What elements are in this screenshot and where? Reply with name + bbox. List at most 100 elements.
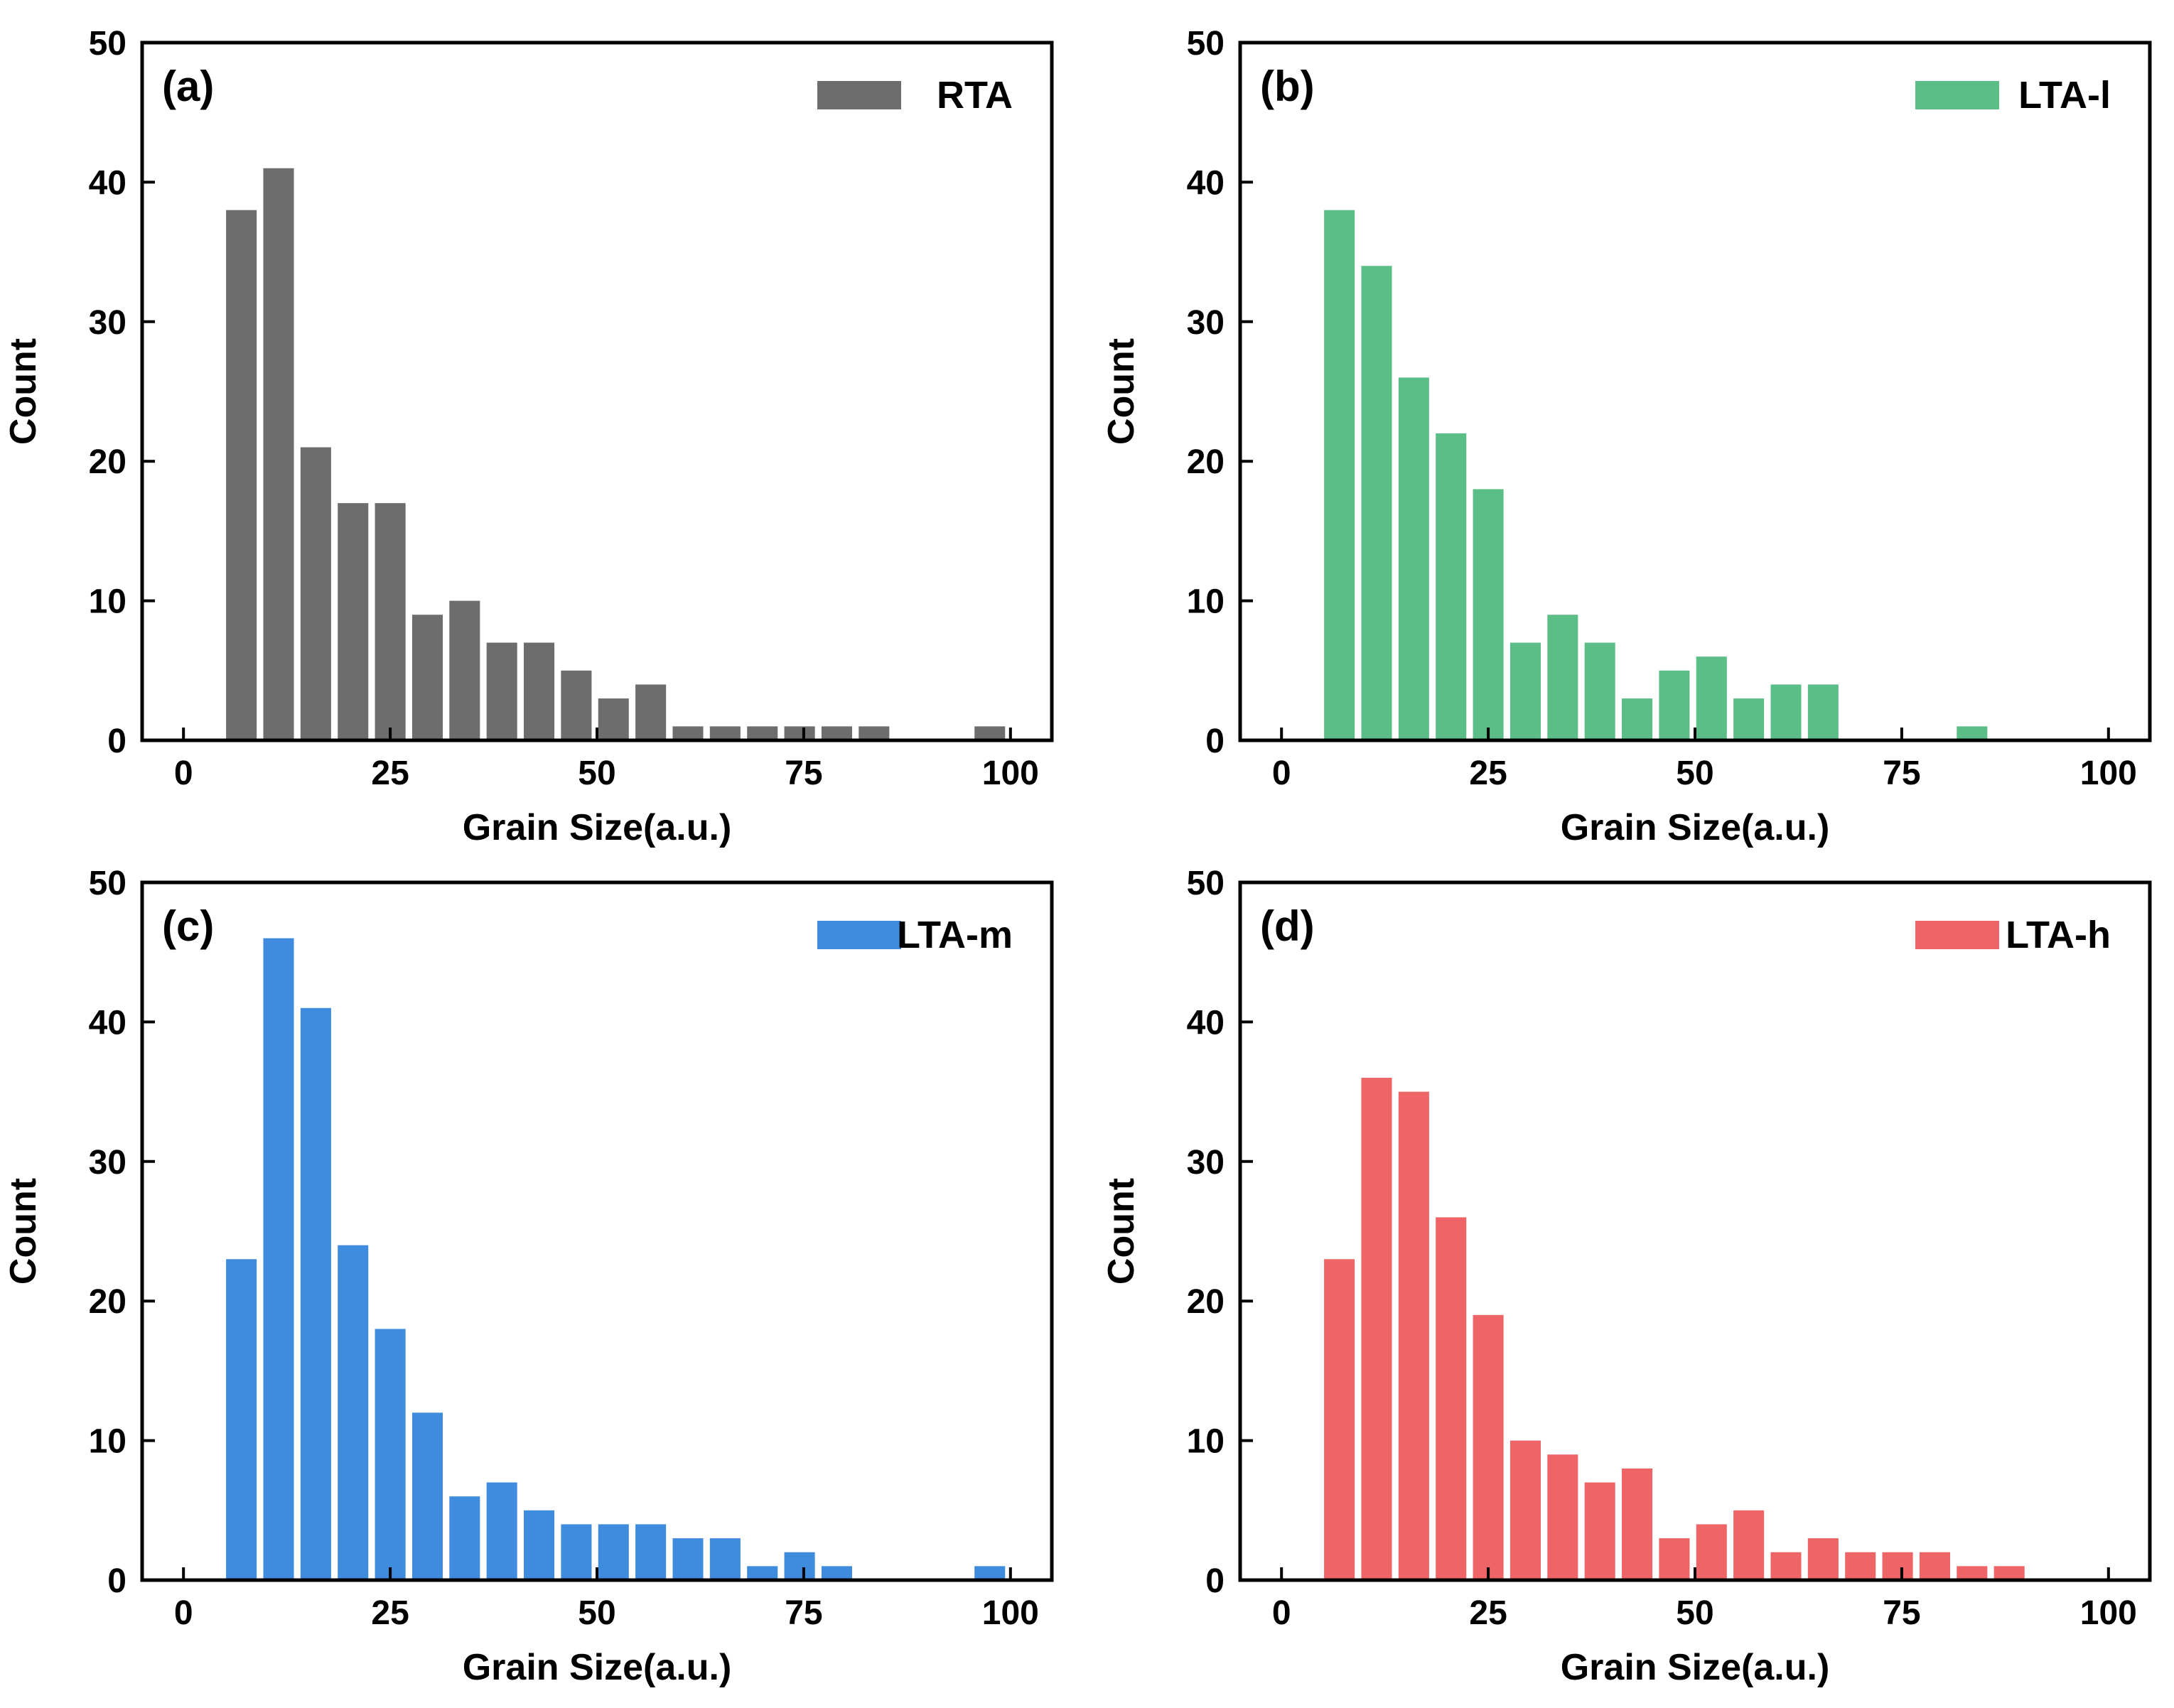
y-tick-label: 50 <box>89 25 127 63</box>
bar <box>411 615 443 740</box>
y-tick-label: 50 <box>89 865 127 902</box>
legend-label: LTA-h <box>2006 914 2111 956</box>
y-tick-label: 30 <box>1187 304 1225 342</box>
y-tick-label: 0 <box>1205 1562 1225 1600</box>
y-axis-label: Count <box>1101 338 1142 445</box>
bar <box>1770 684 1802 740</box>
x-axis-label: Grain Size(a.u.) <box>463 807 732 848</box>
y-tick-label: 40 <box>1187 1004 1225 1042</box>
bar <box>1807 684 1839 740</box>
y-tick-label: 20 <box>89 1283 127 1321</box>
x-tick-label: 0 <box>1272 755 1291 792</box>
bar <box>449 1496 480 1580</box>
bar <box>524 642 555 740</box>
legend: LTA-m <box>817 914 1013 956</box>
bar <box>598 698 629 740</box>
bar <box>1361 1077 1392 1580</box>
bar <box>1473 489 1504 740</box>
bar <box>1436 433 1467 740</box>
legend-label: LTA-l <box>2018 74 2111 117</box>
bar <box>1733 698 1765 740</box>
bar <box>338 503 369 740</box>
bar <box>1622 1468 1653 1580</box>
panel-label: (c) <box>162 902 214 950</box>
bar <box>821 726 852 740</box>
bar <box>1882 1552 1913 1580</box>
y-tick-label: 50 <box>1187 865 1225 902</box>
legend-swatch <box>1915 921 1999 949</box>
bar <box>672 726 704 740</box>
bar <box>1845 1552 1876 1580</box>
bar <box>1584 642 1615 740</box>
panel-label: (d) <box>1260 902 1315 950</box>
x-tick-label: 25 <box>1469 755 1507 792</box>
bar <box>1436 1217 1467 1580</box>
y-tick-label: 40 <box>89 1004 127 1042</box>
x-tick-label: 100 <box>982 1594 1039 1632</box>
bar <box>1733 1510 1765 1580</box>
bar <box>1510 1440 1541 1580</box>
bar <box>486 642 517 740</box>
y-tick-label: 30 <box>89 1144 127 1182</box>
x-tick-label: 100 <box>982 755 1039 792</box>
bar <box>1957 1566 1988 1580</box>
bar <box>598 1524 629 1580</box>
bar <box>1584 1482 1615 1580</box>
bar <box>1398 377 1429 740</box>
bar <box>747 726 778 740</box>
bar <box>1696 1524 1727 1580</box>
bar <box>974 726 1006 740</box>
bar <box>486 1482 517 1580</box>
bar <box>1324 210 1355 740</box>
legend-swatch <box>1915 81 1999 109</box>
bar <box>784 1552 815 1580</box>
y-tick-label: 30 <box>89 304 127 342</box>
x-tick-label: 0 <box>174 755 193 792</box>
bar <box>1622 698 1653 740</box>
bar <box>1919 1552 1950 1580</box>
bar <box>1807 1538 1839 1580</box>
x-tick-label: 25 <box>371 755 409 792</box>
legend: RTA <box>817 74 1013 117</box>
bar <box>338 1245 369 1580</box>
x-tick-label: 25 <box>1469 1594 1507 1632</box>
x-tick-label: 50 <box>1676 1594 1713 1632</box>
chart-panel-3: 0 25 50 75 100 0 10 20 30 40 50 Grain Size(a.u.) Cou… <box>3 865 1054 1688</box>
bar <box>821 1566 852 1580</box>
x-tick-label: 100 <box>2080 1594 2137 1632</box>
bar <box>524 1510 555 1580</box>
y-tick-label: 20 <box>89 443 127 481</box>
x-tick-label: 75 <box>785 755 822 792</box>
bar <box>1957 726 1988 740</box>
legend-swatch <box>817 921 901 949</box>
y-tick-label: 10 <box>89 583 127 621</box>
x-tick-label: 100 <box>2080 755 2137 792</box>
legend: LTA-h <box>1915 914 2111 956</box>
x-axis-label: Grain Size(a.u.) <box>1561 1647 1830 1688</box>
bar <box>1324 1259 1355 1580</box>
x-tick-label: 50 <box>1676 755 1713 792</box>
y-tick-label: 50 <box>1187 25 1225 63</box>
x-tick-label: 0 <box>1272 1594 1291 1632</box>
bar <box>561 670 592 740</box>
bar <box>263 938 294 1580</box>
legend-label: LTA-m <box>897 914 1013 956</box>
panel-label: (b) <box>1260 63 1315 110</box>
y-axis-label: Count <box>3 338 44 445</box>
bar <box>709 1538 741 1580</box>
x-tick-label: 50 <box>578 1594 615 1632</box>
plot-frame <box>1238 40 2152 742</box>
x-tick-label: 50 <box>578 755 615 792</box>
legend: LTA-l <box>1915 74 2111 117</box>
bar <box>1510 642 1541 740</box>
bar <box>859 726 890 740</box>
chart-panel-2: 0 25 50 75 100 0 10 20 30 40 50 Grain Size(a.u.) Cou… <box>1101 25 2152 848</box>
chart-panel-4: 0 25 50 75 100 0 10 20 30 40 50 Grain Size(a.u.) Cou… <box>1101 865 2152 1688</box>
bar <box>672 1538 704 1580</box>
y-tick-label: 30 <box>1187 1144 1225 1182</box>
plot-frame <box>140 880 1054 1582</box>
bar <box>1659 1538 1690 1580</box>
bar <box>784 726 815 740</box>
bar <box>1770 1552 1802 1580</box>
bar <box>1547 615 1578 740</box>
